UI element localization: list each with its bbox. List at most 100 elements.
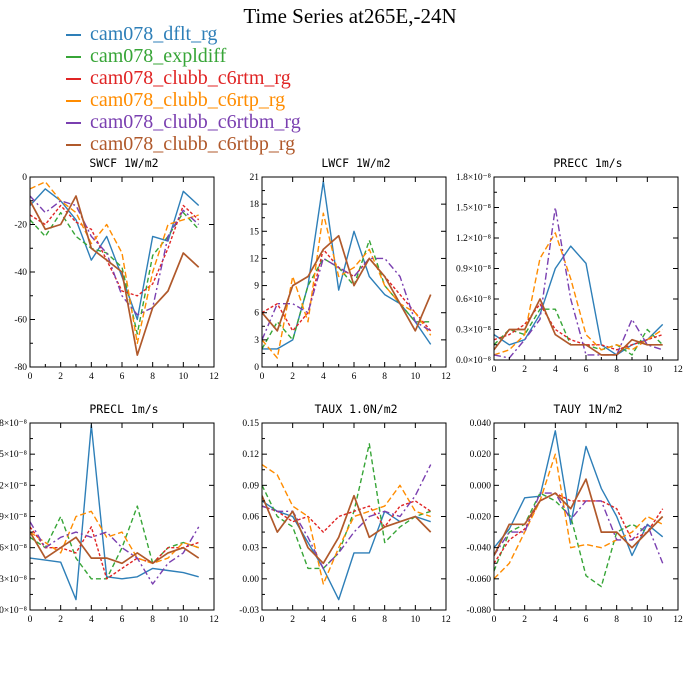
y-tick-label: 12: [250, 254, 260, 264]
x-tick-label: 6: [352, 615, 357, 625]
chart-panel: LWCF 1W/m2 0 2 4 6 8 10 12 0 3 6 9 12 15 18 21: [250, 156, 452, 382]
x-tick-label: 10: [643, 365, 653, 375]
y-tick-label: 0.09: [242, 481, 259, 491]
series-line: [30, 531, 200, 565]
y-tick-label: 0.06: [242, 513, 259, 523]
legend-swatch: [66, 122, 81, 124]
x-tick-label: 2: [522, 365, 527, 375]
y-tick-label: 21: [250, 173, 260, 183]
series-line: [494, 232, 664, 356]
y-tick-label: 1.5×10⁻⁸: [0, 450, 27, 460]
x-tick-label: 0: [492, 615, 497, 625]
panel-title: PRECL 1m/s: [89, 402, 158, 416]
x-tick-label: 4: [321, 372, 326, 382]
y-tick-label: -0.03: [239, 606, 259, 616]
series-line: [30, 195, 200, 316]
y-tick-label: 0.0×10⁻⁸: [0, 606, 27, 616]
y-tick-label: -0.060: [466, 575, 491, 585]
legend-label: cam078_clubb_c6rtbm_rg: [90, 111, 301, 133]
legend-swatch: [66, 78, 81, 80]
series-line: [262, 234, 432, 332]
y-tick-label: -20: [14, 221, 27, 231]
series-line: [262, 443, 431, 570]
series-line: [494, 298, 663, 356]
y-tick-label: -0.080: [466, 606, 491, 616]
legend-swatch: [66, 56, 81, 58]
y-tick-label: 0: [22, 173, 27, 183]
series-line: [262, 257, 432, 341]
y-tick-label: 0.15: [242, 419, 259, 429]
panel-title: SWCF 1W/m2: [89, 156, 158, 170]
x-tick-label: 6: [584, 365, 589, 375]
y-tick-label: 1.5×10⁻⁸: [456, 204, 491, 214]
plot-frame: [29, 422, 215, 611]
y-tick-label: 1.8×10⁻⁸: [456, 173, 491, 183]
y-tick-label: 18: [250, 200, 260, 210]
chart-panel: TAUX 1.0N/m2 0 2 4 6 8 10 12 -0.03 0.00 0.03 0.06 0.…: [239, 402, 451, 625]
x-tick-label: 4: [89, 615, 94, 625]
x-tick-label: 4: [89, 372, 94, 382]
series-line: [494, 206, 663, 359]
series-line: [30, 211, 200, 335]
y-tick-label: -40: [14, 268, 27, 278]
series-line: [262, 494, 432, 565]
x-tick-label: 12: [441, 372, 451, 382]
x-tick-label: 2: [290, 372, 295, 382]
x-tick-label: 6: [352, 372, 357, 382]
y-tick-label: -0.040: [466, 544, 491, 554]
series-line: [30, 204, 200, 297]
legend-swatch: [66, 34, 81, 36]
x-tick-label: 10: [643, 615, 653, 625]
series-line: [494, 492, 664, 588]
series-line: [494, 245, 664, 356]
series-line: [494, 430, 664, 557]
y-tick-label: 0.9×10⁻⁸: [0, 513, 27, 523]
chart-panel: PRECC 1m/s 0 2 4 6 8 10 12 0.0×10⁻⁸ 0.3×10⁻⁸ 0.6×1…: [456, 156, 683, 375]
x-tick-label: 10: [179, 615, 189, 625]
x-tick-label: 8: [614, 615, 619, 625]
legend-swatch: [66, 144, 81, 146]
series-line: [494, 303, 663, 351]
legend-label: cam078_clubb_c6rtp_rg: [90, 89, 286, 111]
y-tick-label: 0.03: [242, 544, 259, 554]
x-tick-label: 2: [522, 615, 527, 625]
x-tick-label: 10: [179, 372, 189, 382]
x-tick-label: 6: [584, 615, 589, 625]
series-line: [30, 188, 200, 321]
plot-frame: [493, 176, 679, 361]
y-tick-label: 0.000: [470, 481, 492, 491]
y-tick-label: 1.2×10⁻⁸: [456, 234, 491, 244]
x-tick-label: 4: [553, 615, 558, 625]
series-line: [494, 478, 664, 556]
legend-label: cam078_dflt_rg: [90, 23, 218, 45]
series-line: [262, 464, 432, 570]
y-tick-label: 1.8×10⁻⁸: [0, 419, 27, 429]
series-line: [262, 180, 432, 350]
x-tick-label: 2: [58, 615, 63, 625]
panel-title: LWCF 1W/m2: [321, 156, 390, 170]
x-tick-label: 0: [492, 365, 497, 375]
y-tick-label: 0.6×10⁻⁸: [0, 544, 27, 554]
y-tick-label: 6: [254, 309, 259, 319]
y-tick-label: 0.9×10⁻⁸: [456, 265, 491, 275]
x-tick-label: 2: [58, 372, 63, 382]
y-tick-label: -60: [14, 316, 27, 326]
chart-panel: PRECL 1m/s 0 2 4 6 8 10 12 0.0×10⁻⁸ 0.3×10⁻⁸ 0.6×1…: [0, 402, 219, 625]
legend-swatch: [66, 100, 81, 102]
x-tick-label: 10: [411, 372, 421, 382]
x-tick-label: 0: [28, 372, 33, 382]
chart-panel: TAUY 1N/m2 0 2 4 6 8 10 12 -0.080 -0.060 -0.040 -0.…: [466, 402, 683, 625]
x-tick-label: 4: [321, 615, 326, 625]
legend-label: cam078_clubb_c6rtbp_rg: [90, 133, 296, 155]
x-tick-label: 8: [150, 615, 155, 625]
y-tick-label: 15: [250, 227, 260, 237]
series-line: [30, 195, 200, 356]
plot-frame: [261, 176, 447, 368]
x-tick-label: 6: [120, 615, 125, 625]
legend-label: cam078_clubb_c6rtm_rg: [90, 67, 291, 89]
x-tick-label: 12: [441, 615, 451, 625]
y-tick-label: 0.6×10⁻⁸: [456, 295, 491, 305]
series-line: [494, 308, 664, 356]
series-line: [262, 212, 432, 359]
